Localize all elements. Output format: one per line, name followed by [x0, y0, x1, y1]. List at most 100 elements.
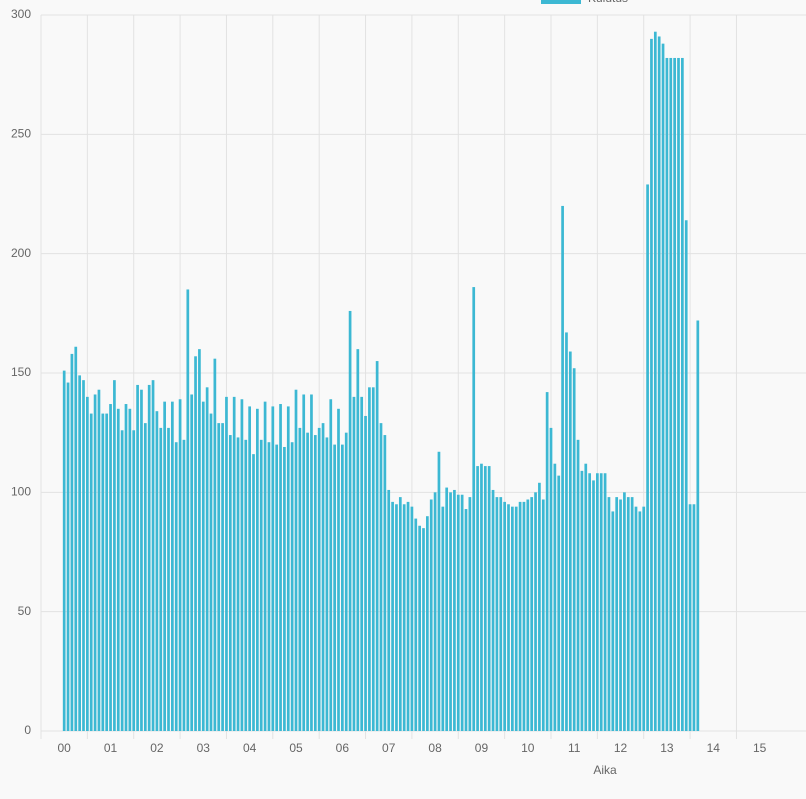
bar: [545, 392, 549, 731]
bar: [267, 442, 271, 731]
bar: [576, 439, 580, 731]
bar: [240, 399, 244, 731]
bar: [688, 504, 692, 731]
bar: [661, 43, 665, 731]
bar: [391, 501, 394, 731]
bar: [592, 480, 595, 731]
bar: [511, 506, 514, 731]
x-axis-title: Aika: [593, 763, 617, 777]
bar: [337, 408, 340, 731]
bar: [418, 525, 421, 731]
bar: [522, 501, 526, 731]
bar: [619, 499, 622, 731]
bar: [464, 509, 468, 731]
bar: [468, 497, 472, 731]
bar: [341, 444, 344, 731]
bar: [225, 396, 228, 731]
bar: [561, 205, 564, 731]
x-tick-label: 12: [614, 741, 628, 755]
bar: [456, 494, 460, 731]
bar: [275, 444, 279, 731]
bar: [344, 432, 348, 731]
bar: [460, 494, 464, 731]
bar: [201, 401, 205, 731]
bar: [426, 516, 429, 731]
bar: [596, 473, 599, 731]
bar: [302, 394, 306, 731]
bar: [70, 353, 74, 731]
bar: [692, 504, 696, 731]
bar: [653, 31, 657, 732]
bar: [526, 499, 530, 731]
bar: [263, 401, 267, 731]
bar: [599, 473, 603, 731]
bar: [143, 423, 147, 731]
bar: [167, 427, 170, 731]
x-tick-label: 13: [660, 741, 674, 755]
x-tick-label: 04: [243, 741, 257, 755]
x-tick-label: 05: [289, 741, 303, 755]
bar: [120, 430, 124, 731]
bar: [677, 57, 680, 731]
bar: [634, 506, 638, 731]
bar: [518, 501, 522, 731]
bar: [147, 384, 151, 731]
bar: [132, 430, 136, 731]
bar: [294, 389, 298, 731]
bar: [603, 473, 607, 731]
bar: [410, 506, 414, 731]
bar: [375, 361, 379, 731]
bar: [360, 396, 364, 731]
x-tick-label: 14: [707, 741, 721, 755]
bar: [333, 444, 336, 731]
x-tick-label: 02: [150, 741, 164, 755]
y-tick-label: 0: [24, 723, 31, 737]
bar: [387, 489, 391, 731]
bar: [611, 511, 615, 731]
bar: [159, 427, 163, 731]
bar: [182, 439, 186, 731]
bar: [607, 497, 611, 731]
x-tick-label: 06: [336, 741, 350, 755]
bar: [565, 332, 568, 731]
bar: [136, 384, 139, 731]
bar: [298, 427, 302, 731]
bar: [140, 389, 143, 731]
bar: [325, 437, 329, 731]
y-tick-label: 100: [11, 485, 31, 499]
bar: [271, 406, 275, 731]
y-tick-label: 200: [11, 246, 31, 260]
bar: [623, 492, 626, 731]
bar: [495, 497, 499, 731]
bar: [352, 396, 356, 731]
bar: [584, 463, 588, 731]
bar: [66, 382, 70, 731]
bar: [642, 506, 646, 731]
bar: [530, 497, 534, 731]
bar: [476, 466, 479, 731]
bar: [514, 506, 518, 731]
bar: [480, 463, 483, 731]
legend-label: Kulutus: [588, 0, 628, 5]
bar: [205, 387, 209, 731]
bar: [368, 387, 371, 731]
bar: [626, 497, 630, 731]
x-tick-label: 10: [521, 741, 535, 755]
bar: [244, 439, 248, 731]
bar: [171, 401, 174, 731]
bar: [669, 57, 673, 731]
bar: [630, 497, 634, 731]
bar: [580, 470, 584, 731]
bar: [306, 432, 309, 731]
bar: [472, 287, 476, 731]
bar: [109, 404, 112, 731]
bar: [101, 413, 105, 731]
bar: [449, 492, 452, 731]
bar: [124, 404, 128, 731]
bar: [128, 408, 132, 731]
bar: [259, 439, 263, 731]
bar: [557, 475, 561, 731]
bar: [491, 489, 495, 731]
bar: [638, 511, 642, 731]
bar: [86, 396, 89, 731]
